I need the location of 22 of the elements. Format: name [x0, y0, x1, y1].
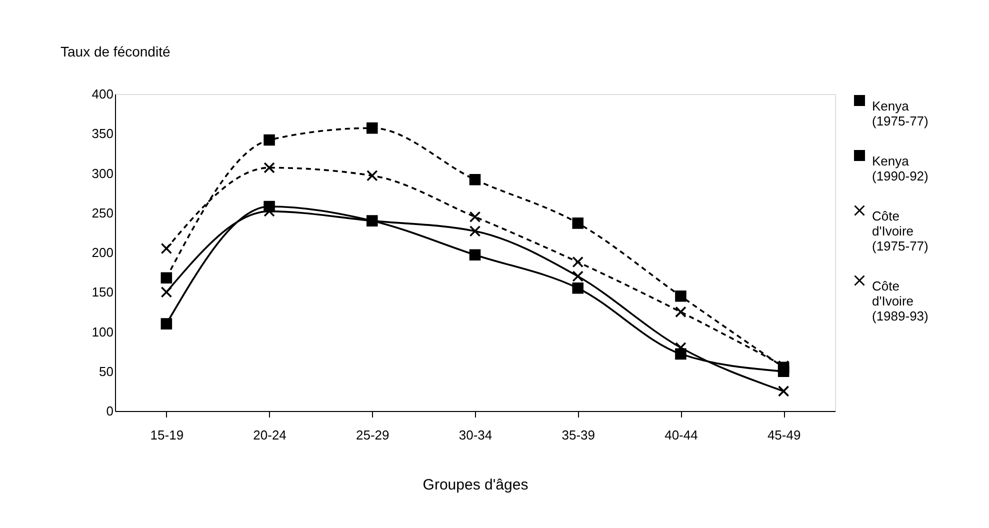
y-tick-label: 200: [92, 245, 114, 260]
legend-label: Côte d'Ivoire (1975-77): [872, 208, 928, 254]
x-tick-label: 35-39: [562, 428, 595, 442]
y-tick-label: 400: [92, 86, 114, 102]
legend-label: Côte d'Ivoire (1989-93): [872, 278, 928, 324]
y-tick-label: 100: [92, 324, 114, 340]
y-tick-label: 50: [99, 364, 114, 379]
y-axis-title: Taux de fécondité: [60, 44, 170, 60]
legend-label: Kenya (1990-92): [872, 154, 928, 184]
x-tick-label: 25-29: [356, 428, 390, 442]
x-tick-label: 45-49: [767, 428, 801, 442]
x-tick-label: 40-44: [664, 428, 698, 442]
y-tick-label: 150: [92, 284, 114, 300]
legend-label: Kenya (1975-77): [872, 98, 928, 128]
x-tick-label: 15-19: [150, 428, 184, 442]
y-tick-label: 250: [92, 205, 114, 220]
y-tick-label: 0: [106, 404, 114, 418]
x-tick-label: 20-24: [253, 428, 286, 442]
x-tick-label: 30-34: [458, 428, 492, 442]
x-axis-title: Groupes d'âges: [422, 476, 528, 494]
y-tick-label: 350: [92, 126, 114, 142]
y-tick-label: 300: [92, 166, 114, 181]
